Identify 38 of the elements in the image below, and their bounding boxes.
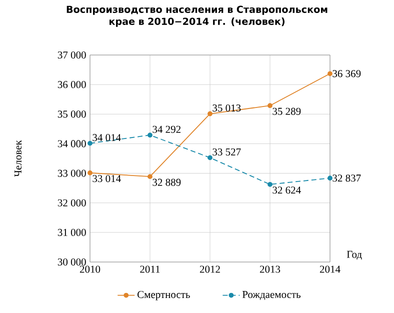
data-label: 34 292 xyxy=(152,126,180,133)
y-tick-label: 32 000 xyxy=(58,199,86,206)
point xyxy=(88,170,92,176)
x-tick-label: 2013 xyxy=(260,266,280,273)
point xyxy=(208,111,212,116)
y-tick-label: 35 000 xyxy=(58,110,86,118)
x-axis-title: Год xyxy=(346,250,362,260)
point xyxy=(148,174,152,180)
x-tick-label: 2011 xyxy=(140,266,160,273)
y-tick-label: 30 000 xyxy=(58,258,86,266)
data-label: 35 289 xyxy=(272,108,301,115)
y-tick-label: 33 000 xyxy=(58,170,86,177)
data-label: 36 369 xyxy=(332,70,361,78)
point xyxy=(268,103,272,108)
chart-title: Воспроизводство населения в Ставропольском крае в 2010−2014 гг. (человек) xyxy=(66,6,328,27)
legend-label: Рождаемость xyxy=(242,291,301,300)
data-label: 35 013 xyxy=(212,104,241,112)
data-label: 33 527 xyxy=(212,148,241,156)
point xyxy=(208,155,212,160)
point xyxy=(268,182,272,187)
data-label: 32 624 xyxy=(272,186,301,194)
y-axis-title: Человек xyxy=(14,140,22,177)
y-tick-label: 37 000 xyxy=(58,51,86,59)
x-tick-label: 2014 xyxy=(320,266,340,273)
legend-label: Смертность xyxy=(138,291,190,300)
point xyxy=(328,71,332,76)
point xyxy=(88,140,92,146)
y-tick-label: 31 000 xyxy=(58,228,86,236)
x-tick-label: 2010 xyxy=(80,266,100,273)
point xyxy=(328,176,332,181)
y-tick-label: 36 000 xyxy=(58,81,86,88)
data-label: 34 014 xyxy=(92,134,121,142)
point xyxy=(148,132,152,138)
x-tick-label: 2012 xyxy=(200,266,220,273)
data-label: 32 889 xyxy=(152,178,181,186)
y-tick-label: 34 000 xyxy=(58,140,86,148)
data-label: 33 014 xyxy=(92,175,121,182)
data-label: 32 837 xyxy=(332,174,361,182)
